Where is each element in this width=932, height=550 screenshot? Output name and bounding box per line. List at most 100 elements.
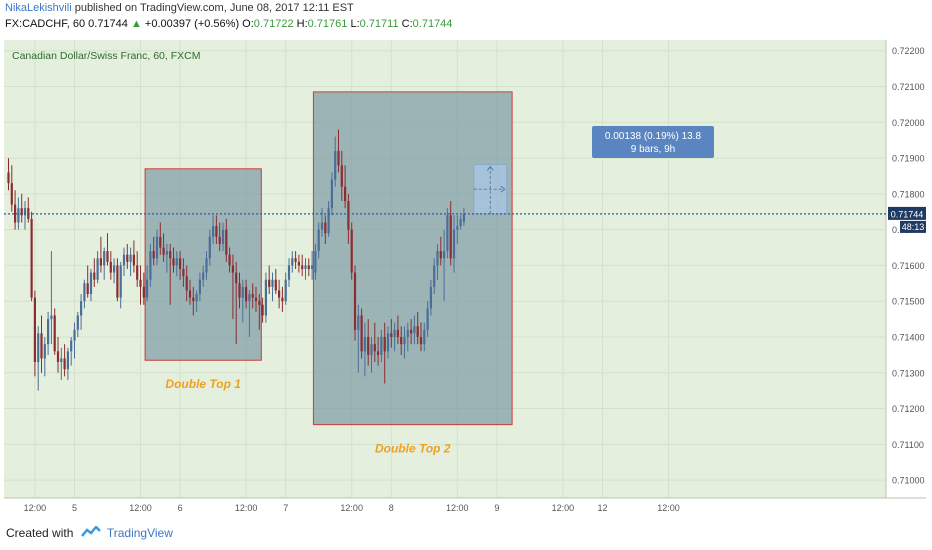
y-tick-label: 0.72100 bbox=[892, 82, 925, 92]
candle-body bbox=[261, 304, 264, 316]
chart-title: Canadian Dollar/Swiss Franc, 60, FXCM bbox=[12, 50, 200, 62]
candle-body bbox=[40, 333, 43, 359]
x-tick-label: 9 bbox=[494, 503, 499, 513]
candle-body bbox=[63, 358, 66, 370]
candle-body bbox=[30, 218, 33, 298]
candle-body bbox=[231, 265, 234, 273]
candle-body bbox=[443, 251, 446, 259]
candle-body bbox=[373, 344, 376, 352]
candle-body bbox=[439, 251, 442, 259]
candle-body bbox=[344, 186, 347, 202]
measure-tooltip bbox=[592, 126, 714, 158]
candle-body bbox=[205, 258, 208, 273]
candle-body bbox=[287, 265, 291, 280]
candle-body bbox=[297, 261, 300, 266]
candle-body bbox=[235, 272, 238, 284]
candle-body bbox=[360, 315, 363, 352]
candle-body bbox=[126, 254, 129, 262]
y-tick-label: 0.71900 bbox=[892, 154, 925, 164]
candle-body bbox=[208, 236, 211, 259]
y-tick-label: 0.71200 bbox=[892, 404, 925, 414]
y-tick-label: 0.72000 bbox=[892, 118, 925, 128]
candle-body bbox=[179, 258, 182, 269]
candle-body bbox=[383, 336, 386, 352]
candle-body bbox=[251, 294, 254, 298]
candle-body bbox=[103, 251, 106, 266]
measure-right-arrow-icon bbox=[500, 185, 506, 193]
candle-body bbox=[363, 336, 366, 352]
candle-body bbox=[188, 290, 192, 298]
y-tick-label: 0.71300 bbox=[892, 368, 925, 378]
candle-body bbox=[380, 336, 383, 355]
tradingview-brand[interactable]: TradingView bbox=[106, 526, 173, 540]
candle-body bbox=[119, 265, 122, 298]
candle-body bbox=[14, 204, 17, 223]
candle-body bbox=[23, 208, 27, 216]
candle-body bbox=[278, 290, 281, 298]
candle-body bbox=[370, 344, 373, 355]
candle-body bbox=[264, 279, 267, 316]
candle-body bbox=[56, 351, 60, 363]
candle-body bbox=[50, 315, 53, 320]
change-arrow-icon: ▲ bbox=[130, 18, 142, 30]
candle-body bbox=[301, 265, 304, 269]
candle-body bbox=[10, 183, 13, 205]
candle-body bbox=[241, 286, 244, 298]
candle-body bbox=[396, 329, 399, 337]
candle-body bbox=[274, 279, 277, 291]
candle-body bbox=[403, 336, 406, 345]
published-text: published on TradingView.com, June 08, 2… bbox=[74, 2, 354, 14]
candle-body bbox=[139, 279, 142, 287]
y-tick-label: 0.71800 bbox=[892, 189, 925, 199]
symbol-label: FX:CADCHF, 60 bbox=[5, 18, 86, 30]
candle-body bbox=[238, 283, 241, 298]
measure-up-arrow-icon bbox=[486, 165, 494, 171]
x-tick-label: 12:00 bbox=[657, 503, 680, 513]
candle-body bbox=[172, 258, 175, 266]
candle-body bbox=[96, 258, 99, 280]
candle-body bbox=[350, 229, 353, 273]
candle-body bbox=[353, 272, 357, 330]
time-axis-background bbox=[4, 498, 926, 518]
candle-body bbox=[142, 286, 145, 298]
candle-body bbox=[268, 279, 271, 287]
ohlc-legend: FX:CADCHF, 60 0.71744 ▲ +0.00397 (+0.56%… bbox=[5, 18, 452, 30]
candle-body bbox=[337, 150, 340, 166]
candle-body bbox=[459, 218, 462, 227]
candle-body bbox=[60, 358, 63, 363]
y-tick-label: 0.71400 bbox=[892, 332, 925, 342]
current-price-text: 0.71744 bbox=[891, 209, 924, 219]
candle-body bbox=[311, 265, 314, 269]
x-tick-label: 12:00 bbox=[24, 503, 47, 513]
current-price-tag bbox=[888, 206, 926, 220]
candle-body bbox=[215, 226, 218, 237]
candle-body bbox=[136, 265, 139, 280]
candle-body bbox=[406, 329, 409, 337]
price-chart[interactable]: 0.72200 0.72100 0.72000 0.71900 0.71800 0.717… bbox=[4, 40, 926, 518]
candle-body bbox=[53, 315, 56, 352]
candle-body bbox=[377, 351, 380, 355]
double-top-label-2: Double Top 2 bbox=[375, 442, 451, 456]
candle-body bbox=[393, 329, 396, 337]
candle-body bbox=[129, 254, 132, 262]
x-tick-label: 12:00 bbox=[340, 503, 363, 513]
candle-body bbox=[400, 336, 403, 345]
candle-body bbox=[76, 315, 79, 330]
candle-body bbox=[426, 308, 429, 330]
candle-body bbox=[436, 251, 439, 266]
y-tick-label: 0.71100 bbox=[892, 440, 924, 450]
candle-body bbox=[212, 226, 215, 237]
close-value: 0.71744 bbox=[412, 18, 453, 30]
candle-body bbox=[20, 208, 23, 216]
candle-body bbox=[413, 326, 416, 334]
candle-body bbox=[357, 315, 360, 330]
author-link[interactable]: NikaLekishvili bbox=[5, 2, 72, 14]
candle-body bbox=[86, 283, 89, 295]
tradingview-logo-icon bbox=[80, 525, 101, 537]
candle-body bbox=[324, 222, 327, 234]
open-value: 0.71722 bbox=[253, 18, 294, 30]
candle-body bbox=[449, 215, 452, 259]
candle-body bbox=[93, 272, 96, 280]
candle-body bbox=[89, 272, 93, 295]
candle-body bbox=[429, 286, 432, 309]
